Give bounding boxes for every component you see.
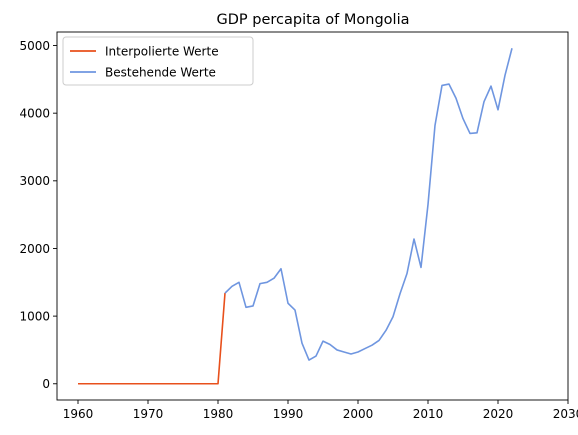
- x-tick-label: 2010: [413, 407, 444, 421]
- x-tick-label: 1970: [133, 407, 164, 421]
- legend: Interpolierte Werte Bestehende Werte: [62, 36, 254, 86]
- x-tick-label: 2000: [343, 407, 374, 421]
- y-tick-label: 1000: [19, 309, 50, 323]
- y-tick-label: 2000: [19, 242, 50, 256]
- x-tick-label: 1990: [273, 407, 304, 421]
- chart-title: GDP percapita of Mongolia: [217, 12, 410, 28]
- y-tick-label: 3000: [19, 174, 50, 188]
- legend-label-1: Interpolierte Werte: [105, 44, 219, 58]
- y-tick-label: 4000: [19, 106, 50, 120]
- legend-label-2: Bestehende Werte: [105, 65, 216, 79]
- plot-marks: [78, 48, 513, 385]
- legend-box: [62, 36, 254, 86]
- plot-frame: [56, 31, 569, 401]
- x-tick-label: 2020: [483, 407, 514, 421]
- series-line-1: [78, 293, 226, 385]
- y-tick-label: 0: [42, 377, 50, 391]
- y-tick-label: 5000: [19, 39, 50, 53]
- x-tick-label: 1980: [203, 407, 234, 421]
- series-line-2: [224, 48, 513, 361]
- x-tick-label: 1960: [63, 407, 94, 421]
